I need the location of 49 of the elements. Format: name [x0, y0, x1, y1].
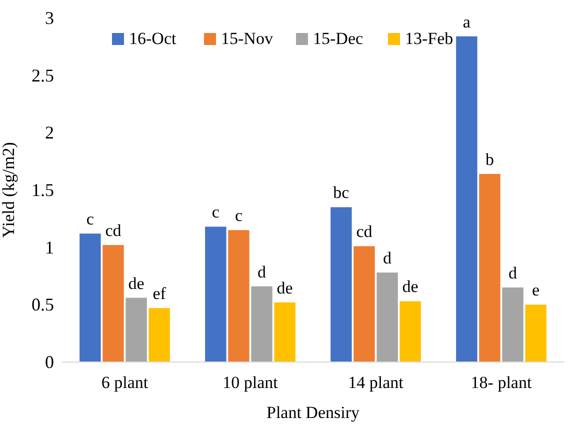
y-tick-label: 2.5: [32, 65, 54, 86]
legend-label: 15-Dec: [313, 29, 364, 48]
bar: [456, 36, 478, 362]
y-tick-label: 3: [45, 8, 54, 28]
bar: [354, 246, 375, 362]
data-label: d: [508, 263, 518, 282]
data-label: c: [234, 206, 243, 226]
bar: [479, 174, 500, 362]
y-tick-label: 1: [45, 237, 54, 258]
x-tick-label: 14 plant: [348, 373, 404, 392]
bar: [330, 207, 352, 362]
data-label: de: [128, 274, 144, 293]
bar: [525, 304, 546, 362]
bar: [376, 272, 398, 362]
y-tick-label: 2: [45, 122, 54, 143]
data-label: cd: [105, 221, 122, 240]
x-tick-label: 10 plant: [222, 373, 278, 392]
data-label: c: [212, 202, 220, 222]
bar: [502, 287, 524, 362]
data-label: c: [86, 210, 94, 229]
data-label: d: [383, 248, 392, 268]
y-axis-title: Yield (kg/m2): [0, 142, 18, 238]
data-label: ef: [152, 284, 166, 304]
x-axis-title: Plant Densiry: [266, 403, 360, 422]
bar: [102, 245, 124, 362]
data-label: b: [485, 150, 494, 169]
x-tick-label: 6 plant: [101, 373, 148, 392]
data-label: de: [276, 278, 293, 298]
y-tick-label: 0.5: [32, 294, 54, 315]
legend-label: 13-Feb: [405, 29, 454, 48]
bar: [400, 301, 421, 362]
bar: [205, 226, 226, 362]
bar: [274, 302, 296, 362]
data-label: de: [402, 277, 418, 296]
data-label: cd: [356, 222, 373, 242]
x-tick-label: 18- plant: [470, 373, 532, 392]
data-label: e: [532, 280, 540, 300]
bar: [251, 286, 272, 362]
data-label: a: [462, 12, 471, 32]
bar: [80, 234, 101, 362]
bar: [148, 308, 170, 362]
bar: [126, 298, 147, 362]
y-tick-label: 0: [45, 352, 54, 372]
data-label: bc: [333, 183, 350, 202]
bar: [228, 230, 250, 362]
legend-label: 16-Oct: [129, 29, 176, 48]
legend-label: 15-Nov: [221, 29, 274, 48]
data-label: d: [258, 262, 267, 282]
y-tick-label: 1.5: [32, 180, 54, 200]
